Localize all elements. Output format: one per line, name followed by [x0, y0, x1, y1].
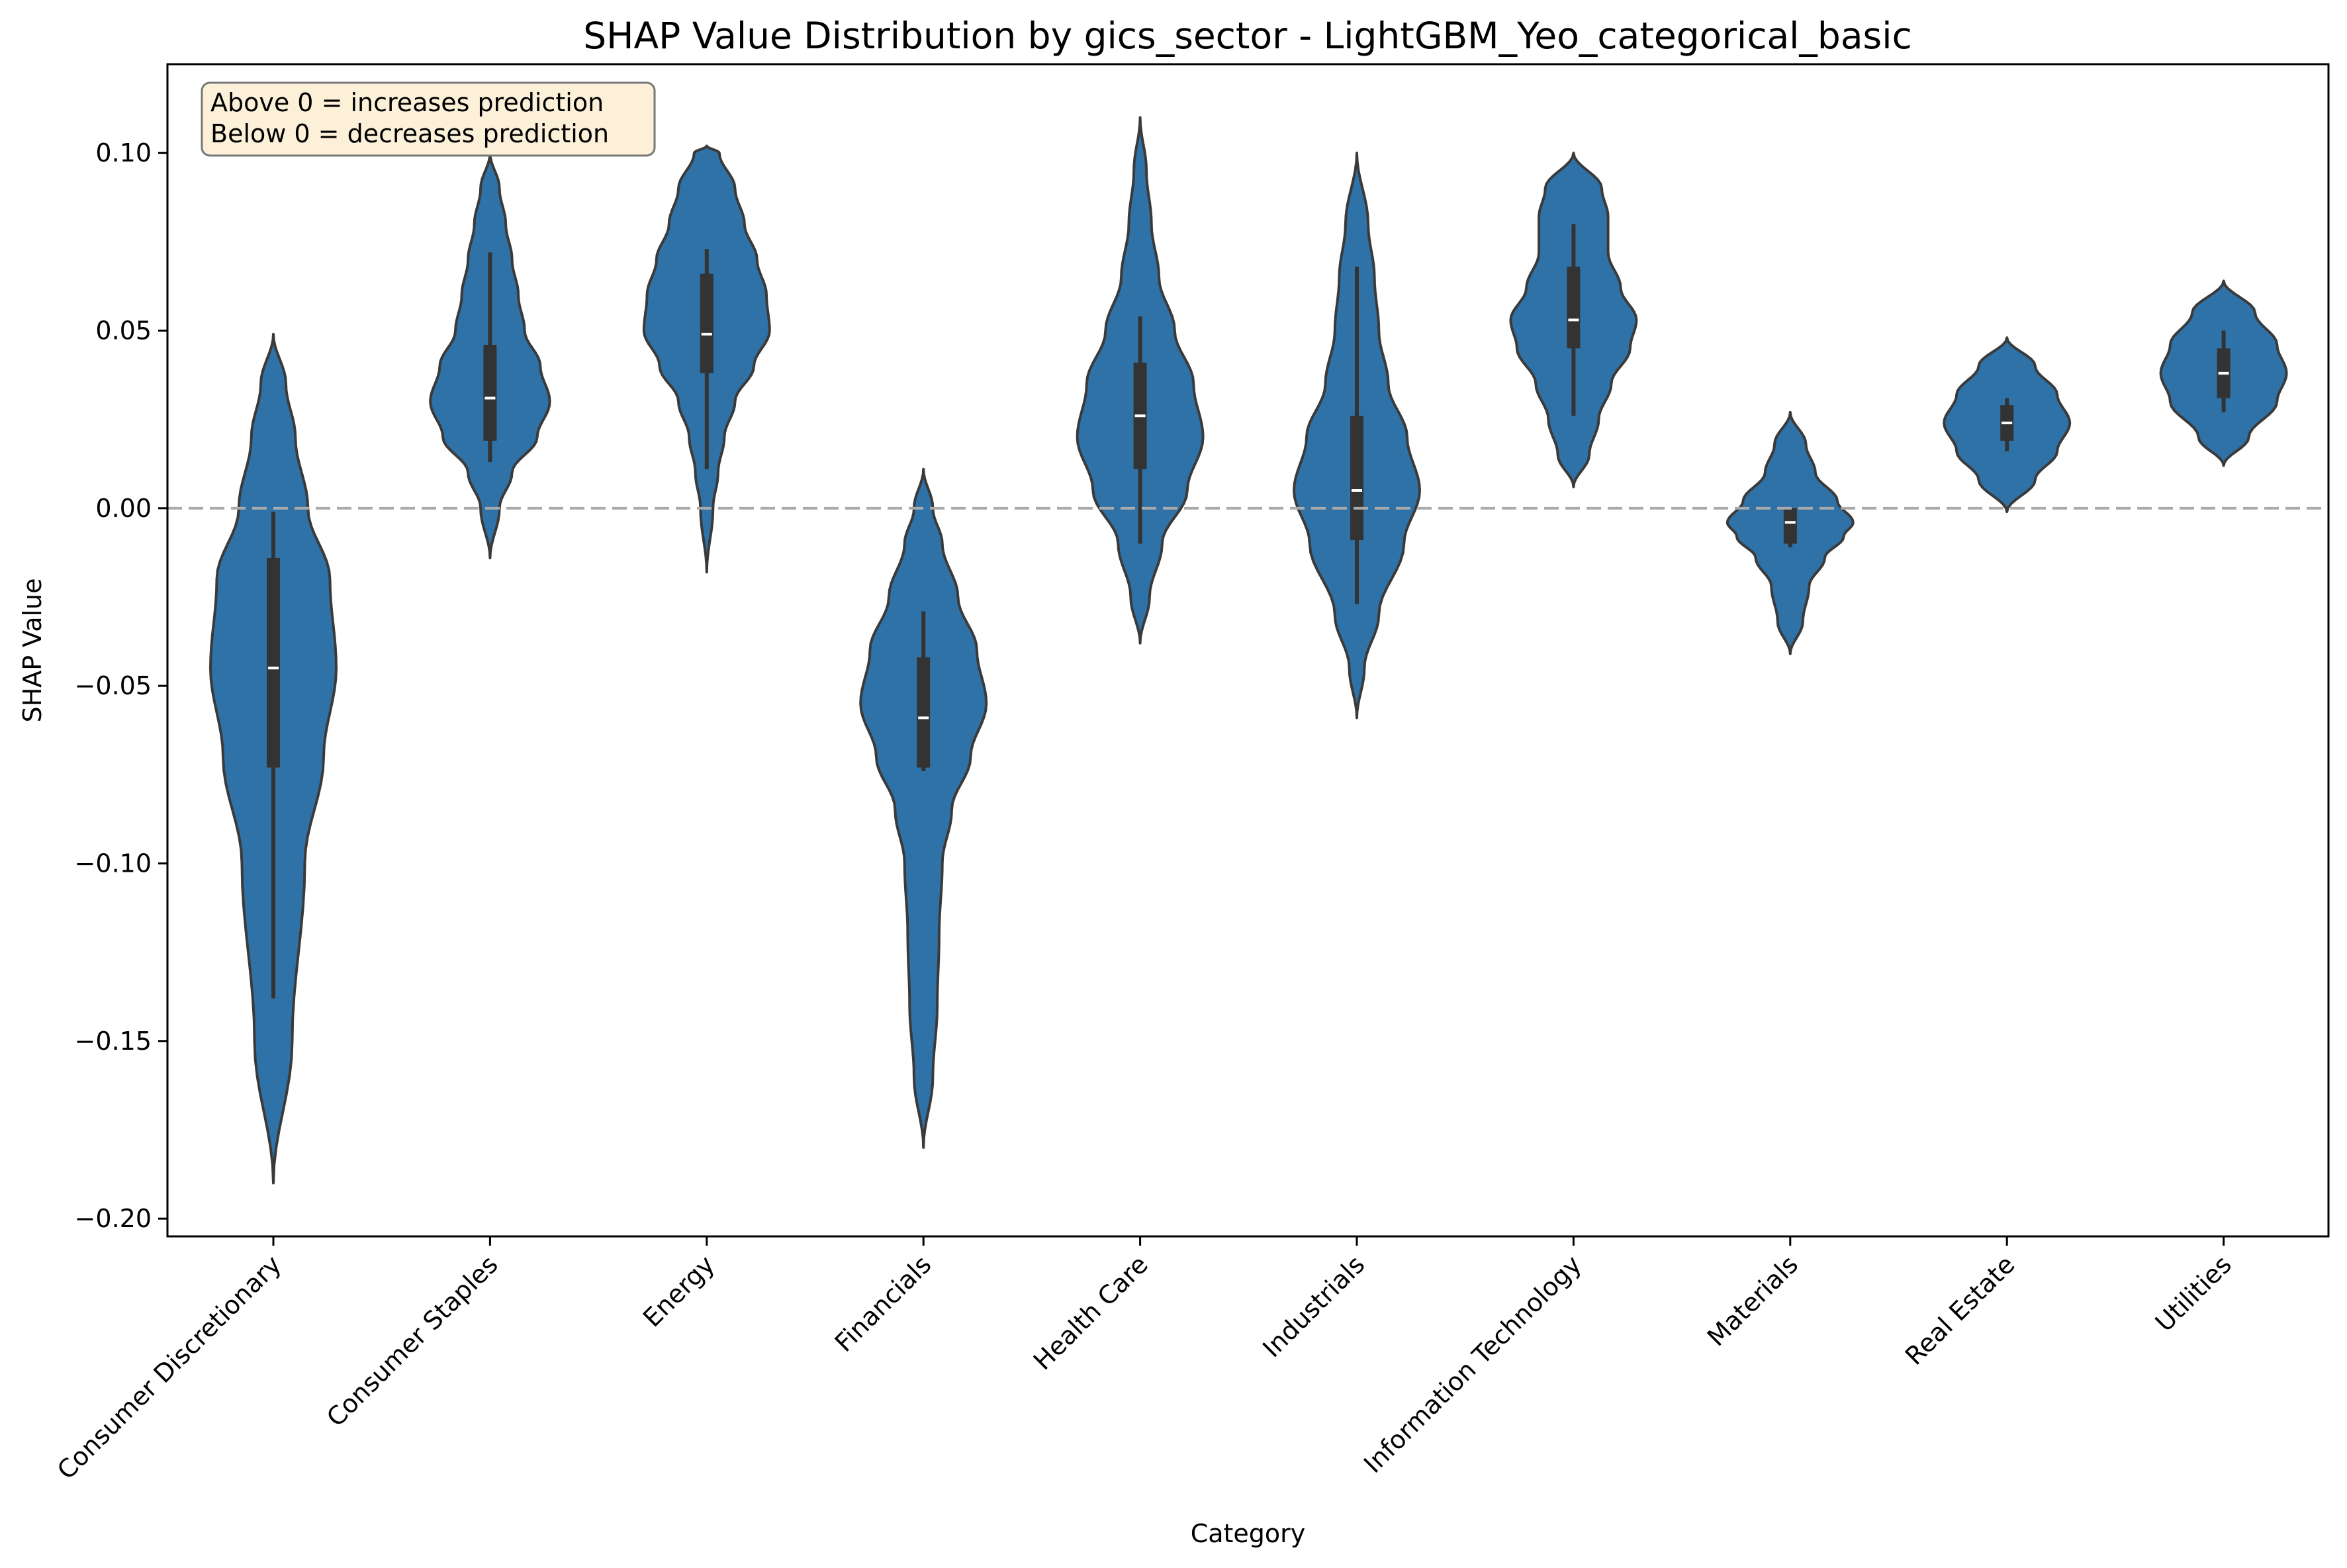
y-tick-label: −0.20	[75, 1204, 152, 1233]
annotation-line-2: Below 0 = decreases prediction	[210, 119, 609, 148]
y-tick-label: 0.10	[95, 138, 152, 167]
annotation-line-1: Above 0 = increases prediction	[210, 88, 604, 117]
annotation-background	[201, 81, 656, 157]
iqr-box-materials	[1783, 508, 1797, 544]
iqr-box-consumer-staples	[483, 344, 497, 441]
boxes-layer	[267, 224, 2231, 999]
iqr-box-industrials	[1350, 416, 1363, 541]
violin-financials	[859, 467, 988, 1149]
iqr-box-energy	[700, 273, 713, 373]
y-tick-label: 0.00	[95, 494, 152, 523]
y-tick-label: −0.05	[75, 671, 152, 700]
plot-frame	[166, 63, 2330, 1238]
y-tick-label: −0.15	[75, 1027, 152, 1056]
annotation-box: Above 0 = increases prediction Below 0 =…	[201, 81, 656, 157]
y-axis-label: SHAP Value	[18, 578, 47, 722]
y-axis: −0.20 −0.15 −0.10 −0.05 0.00 0.05 0.10	[75, 138, 167, 1233]
chart-title: SHAP Value Distribution by gics_sector -…	[583, 15, 1911, 57]
x-axis-label: Category	[1191, 1519, 1306, 1548]
y-tick-label: 0.05	[95, 316, 152, 346]
iqr-box-consumer-discretionary	[267, 557, 280, 768]
iqr-box-financials	[917, 657, 931, 768]
iqr-box-information-technology	[1567, 266, 1581, 349]
y-tick-label: −0.10	[75, 849, 152, 878]
